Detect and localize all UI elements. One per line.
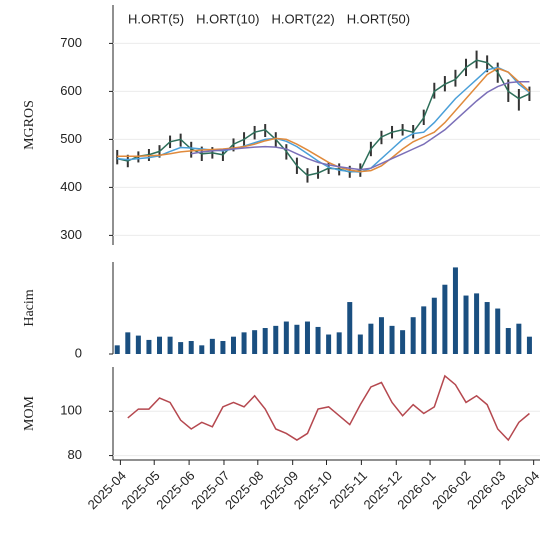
volume-bar (178, 342, 184, 354)
volume-bar (209, 338, 215, 354)
y-axis-label: MOM (22, 395, 37, 431)
y-tick-label: 600 (60, 83, 82, 98)
volume-bar (188, 341, 194, 354)
y-tick-label: 100 (60, 403, 82, 418)
volume-bar (315, 326, 321, 354)
volume-bar (400, 330, 406, 354)
volume-bar (199, 345, 205, 354)
volume-bar (368, 323, 374, 354)
momentum-line (127, 374, 530, 442)
volume-bar (220, 341, 226, 354)
ma-line (117, 67, 530, 173)
volume-bar (252, 330, 258, 354)
volume-bar (378, 317, 384, 354)
x-tick-label: 2025-10 (291, 468, 335, 512)
volume-bar (114, 345, 120, 354)
legend-label: H.ORT(5) (128, 11, 184, 26)
ma-line (117, 59, 530, 177)
volume-bar (326, 334, 332, 354)
volume-bar (526, 336, 532, 354)
volume-bar (125, 332, 131, 354)
y-tick-label: 700 (60, 35, 82, 50)
y-tick-label: 500 (60, 131, 82, 146)
volume-bar (474, 293, 480, 354)
volume-bar (230, 336, 236, 354)
volume-bar (241, 332, 247, 354)
y-tick-label: 400 (60, 179, 82, 194)
volume-bar (495, 308, 501, 354)
volume-bar (283, 321, 289, 354)
legend-label: H.ORT(50) (347, 11, 410, 26)
volume-bar (157, 336, 163, 354)
legend-label: H.ORT(10) (196, 11, 259, 26)
y-axis-label: Hacim (22, 289, 37, 326)
x-tick-label: 2026-04 (498, 468, 542, 512)
volume-bar (442, 284, 448, 354)
y-tick-label: 0 (75, 345, 82, 360)
y-axis-label: MGROS (22, 100, 37, 150)
volume-bar (389, 325, 395, 354)
volume-bar (262, 328, 268, 354)
volume-bar (135, 335, 141, 354)
volume-bar (421, 306, 427, 354)
ma-line (117, 66, 530, 173)
volume-bar (347, 302, 353, 354)
volume-bar (463, 295, 469, 354)
volume-bar (336, 332, 342, 354)
volume-bar (484, 302, 490, 354)
volume-bar (431, 297, 437, 354)
volume-bar (516, 323, 522, 354)
volume-bar (410, 317, 416, 354)
volume-bar (304, 321, 310, 354)
volume-bar (452, 267, 458, 354)
volume-bar (146, 339, 152, 354)
volume-bar (273, 325, 279, 354)
legend-label: H.ORT(22) (271, 11, 334, 26)
y-tick-label: 300 (60, 227, 82, 242)
volume-bar (167, 336, 173, 354)
y-tick-label: 80 (68, 447, 82, 462)
volume-bar (294, 324, 300, 354)
ma-line (191, 81, 530, 171)
volume-bar (505, 328, 511, 354)
volume-bar (357, 334, 363, 354)
